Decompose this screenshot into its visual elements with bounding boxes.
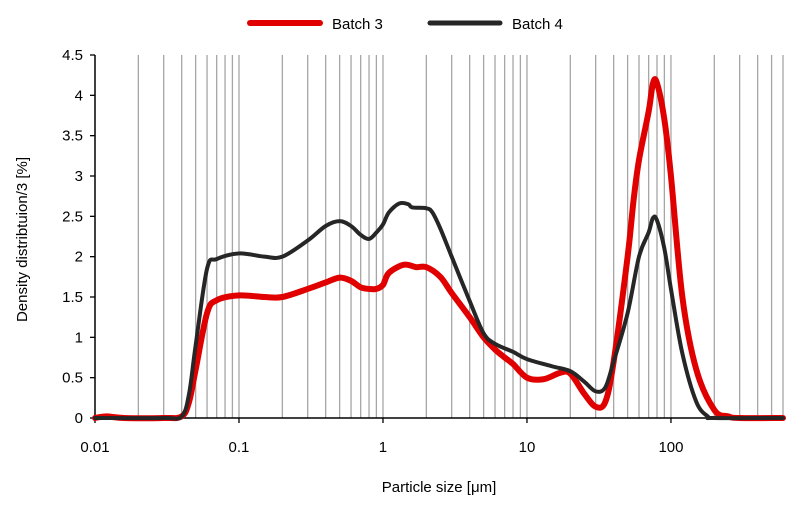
legend: Batch 3 Batch 4 (247, 16, 563, 33)
x-axis-title: Particle size [μm] (382, 479, 497, 496)
y-tick-label: 2 (75, 249, 83, 266)
series-lines (92, 76, 786, 422)
y-tick-label: 1.5 (62, 289, 83, 306)
y-tick-label: 0 (75, 410, 83, 427)
y-tick-label: 3 (75, 168, 83, 185)
series-line-batch-3 (92, 76, 786, 422)
axes: 0 0.5 1 1.5 2 2.5 3 3.5 4 4.5 0.01 0.1 1 10 100 (62, 47, 783, 456)
y-tick-label: 3.5 (62, 128, 83, 145)
y-tick-label: 1 (75, 329, 83, 346)
y-tick-label: 2.5 (62, 208, 83, 225)
y-tick-label: 4.5 (62, 47, 83, 64)
grid-lines (137, 55, 784, 418)
x-tick-label: 1 (379, 439, 387, 456)
y-axis-title: Density distribtuion/3 [%] (14, 157, 31, 322)
series-line-batch-4 (93, 200, 785, 421)
legend-label-batch-3: Batch 3 (332, 16, 383, 33)
x-tick-label: 0.1 (229, 439, 250, 456)
x-tick-label: 10 (519, 439, 536, 456)
y-tick-label: 0.5 (62, 370, 83, 387)
legend-label-batch-4: Batch 4 (512, 16, 563, 33)
y-tick-label: 4 (75, 87, 83, 104)
x-tick-label: 0.01 (80, 439, 109, 456)
x-tick-label: 100 (658, 439, 683, 456)
